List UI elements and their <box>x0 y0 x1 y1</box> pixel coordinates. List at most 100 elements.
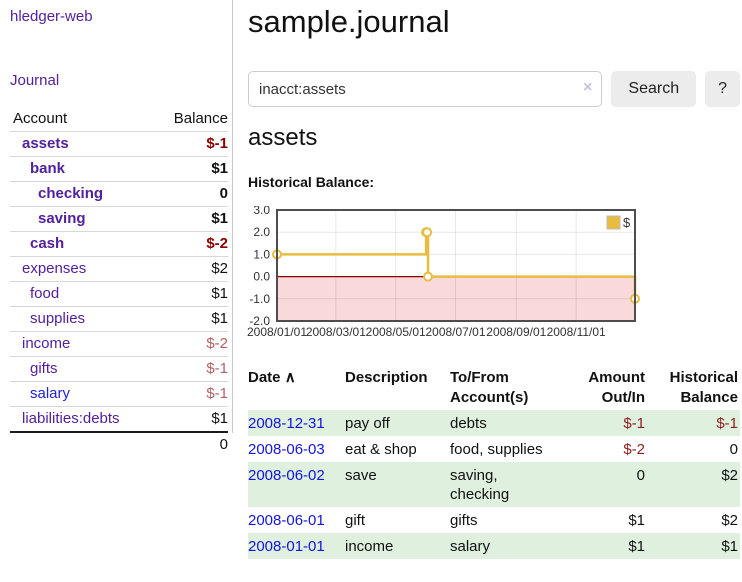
register-accounts: gifts <box>450 512 478 529</box>
svg-text:1.0: 1.0 <box>253 247 270 261</box>
account-balance-table: Account Balance assets $-1 bank $1 check… <box>10 106 228 457</box>
app-title-link[interactable]: hledger-web <box>10 8 93 25</box>
account-link[interactable]: income <box>22 335 71 352</box>
svg-text:2.0: 2.0 <box>253 225 270 239</box>
register-description: gift <box>345 512 366 529</box>
account-link[interactable]: salary <box>30 385 71 402</box>
account-balance: $-2 <box>206 235 228 252</box>
register-accounts: saving, checking <box>450 462 576 507</box>
balance-column-header: Balance <box>173 110 228 127</box>
register-balance: $2 <box>645 462 740 507</box>
register-date-link[interactable]: 2008-06-02 <box>248 467 325 484</box>
account-link[interactable]: gifts <box>30 360 58 377</box>
sort-ascending-icon: ∧ <box>284 369 296 386</box>
amount-column-header: Amount Out/In <box>588 369 645 406</box>
svg-text:2008/11/01: 2008/11/01 <box>547 325 606 339</box>
register-description: eat & shop <box>345 441 417 458</box>
register-description: pay off <box>345 410 450 436</box>
account-link[interactable]: saving <box>38 210 86 227</box>
svg-text:2008/07/01: 2008/07/01 <box>425 325 485 339</box>
register-accounts: debts <box>450 410 576 436</box>
register-body: 2008-12-31 pay off debts $-1 $-1 2008-06… <box>248 410 740 559</box>
account-row: checking 0 <box>10 182 228 207</box>
account-balance: $2 <box>211 260 228 277</box>
svg-text:-1.0: -1.0 <box>249 292 270 306</box>
search-form: × Search ? <box>248 71 740 107</box>
register-description: save <box>345 462 450 507</box>
register-amount: $1 <box>628 512 645 529</box>
legend-swatch <box>606 215 621 230</box>
account-row: saving $1 <box>10 207 228 232</box>
register-row: 2008-12-31 pay off debts $-1 $-1 <box>248 410 740 436</box>
svg-text:0.0: 0.0 <box>253 270 270 284</box>
balance-chart-svg: 3.0 2.0 1.0 0.0 -1.0 -2.02008/01/012008/03/01… <box>247 203 640 339</box>
account-link[interactable]: expenses <box>22 260 87 277</box>
svg-text:2008/09/01: 2008/09/01 <box>486 325 546 339</box>
account-table-header-row: Account Balance <box>10 106 228 132</box>
description-column-header: Description <box>345 369 428 386</box>
register-amount: $-2 <box>623 441 645 458</box>
sidebar: hledger-web Journal Account Balance asse… <box>0 0 233 453</box>
account-link[interactable]: food <box>30 285 60 302</box>
account-balance: $1 <box>211 410 228 427</box>
account-link[interactable]: supplies <box>30 310 86 327</box>
register-accounts: salary <box>450 533 576 559</box>
account-row: cash $-2 <box>10 232 228 257</box>
svg-text:2008/01/01: 2008/01/01 <box>247 325 307 339</box>
account-link[interactable]: bank <box>30 160 66 177</box>
account-row: expenses $2 <box>10 257 228 282</box>
account-balance: $1 <box>211 310 228 327</box>
account-heading: assets <box>248 124 318 151</box>
chart-title: Historical Balance: <box>248 174 375 190</box>
search-button[interactable]: Search <box>611 71 697 107</box>
page-title: sample.journal <box>248 4 450 39</box>
account-column-header: Account <box>13 110 68 127</box>
clear-search-icon[interactable]: × <box>583 79 593 96</box>
register-header-row: Date ∧ Description To/From Account(s) Am… <box>248 366 740 410</box>
help-button[interactable]: ? <box>705 71 740 107</box>
register-description: income <box>345 533 450 559</box>
register-date-link[interactable]: 2008-06-01 <box>248 512 325 529</box>
account-row: gifts $-1 <box>10 357 228 382</box>
account-row: liabilities:debts $1 <box>10 407 228 433</box>
account-row: food $1 <box>10 282 228 307</box>
register-balance: $1 <box>645 533 740 559</box>
svg-text:$: $ <box>623 215 631 230</box>
register-row: 2008-06-01 gift gifts $1 $2 <box>248 507 740 533</box>
main-region: sample.journal × Search ? assets Histori… <box>245 0 740 559</box>
search-input[interactable] <box>248 71 603 107</box>
register-row: 2008-01-01 income salary $1 $1 <box>248 533 740 559</box>
tofrom-column-header: To/From Account(s) <box>450 369 529 406</box>
register-amount: $-1 <box>576 410 645 436</box>
balance-chart: 3.0 2.0 1.0 0.0 -1.0 -2.0 2008/01/01 2008/03/01… <box>245 203 740 346</box>
svg-text:2008/03/01: 2008/03/01 <box>306 325 366 339</box>
account-link[interactable]: assets <box>22 135 69 152</box>
register-accounts: food, supplies <box>450 441 543 458</box>
account-balance: $-1 <box>206 385 228 402</box>
account-balance: $1 <box>211 210 228 227</box>
account-row: income $-2 <box>10 332 228 357</box>
account-balance: $1 <box>211 160 228 177</box>
account-link[interactable]: liabilities:debts <box>22 410 120 427</box>
register-balance: $2 <box>721 512 738 529</box>
account-row: supplies $1 <box>10 307 228 332</box>
account-row: salary $-1 <box>10 382 228 407</box>
svg-text:2008/05/01: 2008/05/01 <box>366 325 426 339</box>
register-balance: $-1 <box>645 410 740 436</box>
account-balance: $1 <box>211 285 228 302</box>
search-box: × <box>248 71 603 107</box>
app-title: hledger-web <box>10 8 228 26</box>
account-balance: $-1 <box>206 360 228 377</box>
register-balance: 0 <box>729 441 738 458</box>
register-date-link[interactable]: 2008-06-03 <box>248 441 325 458</box>
svg-text:-2.0: -2.0 <box>249 314 270 328</box>
account-balance: 0 <box>219 185 228 202</box>
date-column-header: Date ∧ <box>248 369 296 386</box>
account-table-body: assets $-1 bank $1 checking 0 saving $1 … <box>10 132 228 433</box>
account-balance: $-1 <box>206 135 228 152</box>
register-date-link[interactable]: 2008-01-01 <box>248 538 325 555</box>
account-link[interactable]: checking <box>38 185 104 202</box>
sidebar-item-journal[interactable]: Journal <box>10 72 60 89</box>
register-date-link[interactable]: 2008-12-31 <box>248 415 325 432</box>
account-link[interactable]: cash <box>30 235 65 252</box>
